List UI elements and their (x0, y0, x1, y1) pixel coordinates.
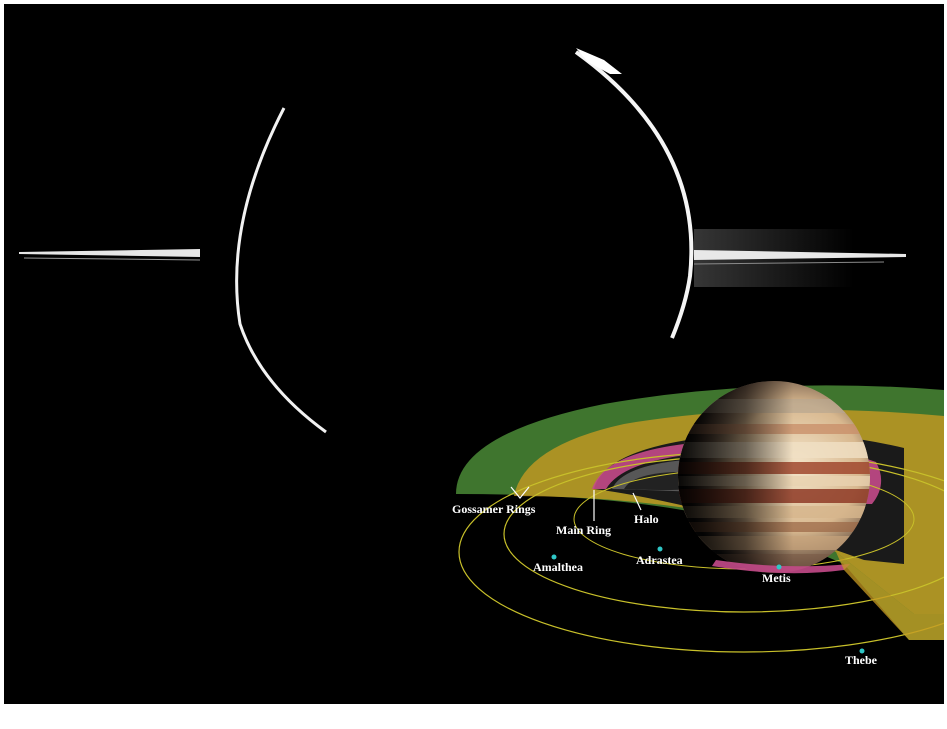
label-gossamer-rings: Gossamer Rings (452, 502, 536, 516)
label-amalthea: Amalthea (533, 560, 583, 574)
label-adrastea: Adrastea (636, 553, 683, 567)
label-thebe: Thebe (845, 653, 878, 667)
label-halo: Halo (634, 512, 659, 526)
moon-marker-amalthea (552, 555, 557, 560)
moon-marker-adrastea (658, 547, 663, 552)
moon-marker-metis (777, 565, 782, 570)
space-background (4, 4, 944, 704)
label-metis: Metis (762, 571, 791, 585)
label-main-ring: Main Ring (556, 523, 611, 537)
jupiter-ring-system-scene: Gossamer Rings Main Ring Halo Adrastea A… (4, 4, 944, 704)
